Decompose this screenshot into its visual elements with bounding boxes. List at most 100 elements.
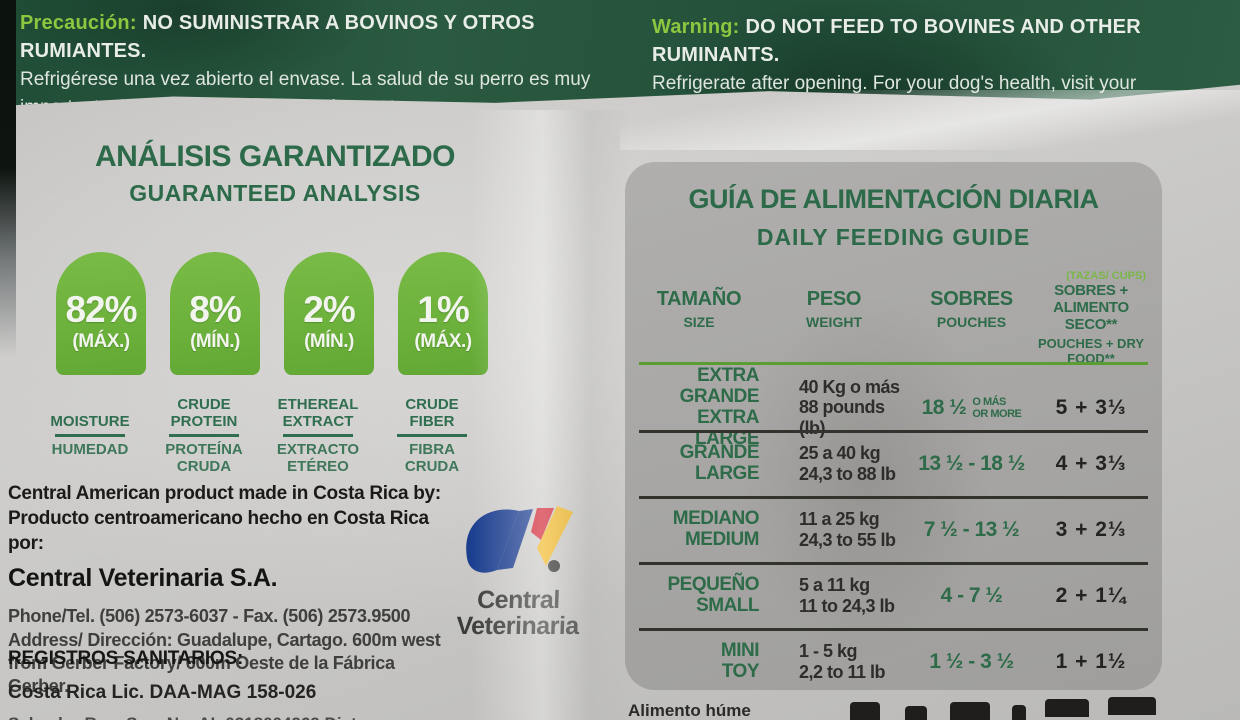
protein-label-en: CRUDE PROTEIN [170, 395, 238, 430]
warning-english-line2: veterinarian regularly. [652, 101, 834, 123]
feeding-guide-title-es: GUÍA DE ALIMENTACIÓN DIARIA [688, 184, 1099, 214]
column-weight: PESO WEIGHT [759, 270, 909, 366]
feeding-guide-title-en: DAILY FEEDING GUIDE [756, 224, 1031, 250]
feeding-guide-panel: GUÍA DE ALIMENTACIÓN DIARIA DAILY FEEDIN… [625, 162, 1162, 690]
ethereal-extract-label-en: ETHEREAL EXTRACT [277, 395, 359, 430]
row3-weight-imperial: 11 to 24,3 lb [799, 596, 895, 616]
column-size: TAMAÑO SIZE [639, 270, 759, 366]
row2-combo: 3 + 2⅓ [1055, 518, 1127, 541]
row-divider [639, 628, 1148, 631]
row2-size-es: MEDIANO [672, 508, 760, 530]
clipped-print-shape [905, 706, 927, 720]
column-combo-note: (TAZAS/ CUPS) [1066, 270, 1146, 282]
row0-weight-imperial: 88 pounds (lb) [799, 397, 885, 439]
nutrient-fiber: CRUDE FIBER FIBRA CRUDA [386, 380, 478, 476]
row3-size-en: SMALL [696, 595, 759, 616]
row1-size-en: LARGE [695, 463, 760, 484]
arch-protein: 8% (MÍN.) [170, 252, 260, 375]
column-pouches: SOBRES POUCHES [909, 270, 1034, 366]
table-row-large: GRANDE LARGE 25 a 40 kg 24,3 to 88 lb 13… [639, 432, 1148, 496]
precaucion-label: Precaución: [20, 12, 137, 34]
bottom-partial-text: Alimento húme [628, 701, 751, 720]
central-veterinaria-logo: Central Veterinaria [443, 500, 593, 640]
warning-label: Warning: [652, 16, 740, 38]
row1-size-es: GRANDE [679, 442, 760, 464]
row0-pouches-value: 18 ½ [921, 395, 967, 419]
analysis-title-en: GUARANTEED ANALYSIS [129, 180, 421, 206]
table-row-small: PEQUEÑO SMALL 5 a 11 kg 11 to 24,3 lb 4 … [639, 564, 1148, 628]
analysis-arches: 82% (MÁX.) 8% (MÍN.) 2% (MÍN.) 1% (MÁX.) [56, 252, 488, 375]
row4-weight-imperial: 2,2 to 11 lb [799, 662, 886, 682]
warning-spanish-headline: Precaución: NO SUMINISTRAR A BOVINOS Y OT… [20, 10, 605, 65]
arch-ethereal-extract: 2% (MÍN.) [284, 252, 374, 375]
row1-size: GRANDE LARGE [639, 442, 760, 485]
row0-weight-metric: 40 Kg o más [799, 376, 900, 397]
row-divider [639, 430, 1148, 433]
row1-weight-metric: 25 a 40 kg [799, 443, 881, 464]
costa-rica-license: Costa Rica Lic. DAA-MAG 158-026 [8, 682, 317, 703]
manufacturer-block: Central American product made in Costa R… [8, 481, 448, 699]
row4-size: MINI TOY [639, 640, 760, 683]
column-weight-en: WEIGHT [806, 314, 862, 330]
row4-size-en: TOY [721, 661, 760, 682]
clipped-print-shape [850, 702, 880, 720]
contact-block: Phone/Tel. (506) 2573-6037 - Fax. (506) … [8, 605, 448, 699]
row0-size-es: EXTRA GRANDE [679, 365, 760, 407]
address-line1: Address/ Dirección: Guadalupe, Cartago. … [8, 629, 441, 650]
protein-limit: (MÍN.) [190, 330, 240, 352]
protein-value: 8% [189, 288, 241, 330]
row-divider [639, 496, 1148, 499]
nutrient-labels: MOISTURE HUMEDAD CRUDE PROTEIN PROTEÍNA … [44, 380, 478, 476]
row2-pouches: 7 ½ - 13 ½ [923, 518, 1020, 541]
package-edge-shadow [0, 0, 16, 420]
cv-logo-line1: Central [476, 586, 561, 614]
row0-weight: 40 Kg o más 88 pounds (lb) [759, 377, 909, 439]
made-in-en: Central American product made in Costa R… [8, 483, 441, 504]
row2-size-en: MEDIUM [684, 529, 760, 550]
row0-pouches-note: O MÁS OR MORE [972, 395, 1022, 420]
warning-english-headline: Warning: DO NOT FEED TO BOVINES AND OTHER… [652, 14, 1237, 69]
column-combo: (TAZAS/ CUPS) SOBRES + ALIMENTO SECO** P… [1034, 270, 1148, 366]
arch-fiber: 1% (MÁX.) [398, 252, 488, 375]
row4-combo: 1 + 1½ [1055, 650, 1127, 673]
row2-size: MEDIANO MEDIUM [639, 508, 760, 551]
feeding-guide-header: TAMAÑO SIZE PESO WEIGHT SOBRES POUCHES (… [639, 270, 1148, 366]
column-weight-es: PESO [806, 288, 862, 310]
row4-size-es: MINI [720, 640, 760, 662]
nutrient-ethereal-extract: ETHEREAL EXTRACT EXTRACTO ETÉREO [272, 380, 364, 476]
column-size-es: TAMAÑO [656, 288, 742, 310]
warning-spanish-line1: Refrigérese una vez abierto el envase. L… [20, 69, 591, 91]
table-row-medium: MEDIANO MEDIUM 11 a 25 kg 24,3 to 55 lb … [639, 498, 1148, 562]
guaranteed-analysis-header: ANÁLISIS GARANTIZADO GUARANTEED ANALYSIS [40, 140, 510, 207]
row4-weight: 1 - 5 kg 2,2 to 11 lb [759, 641, 909, 682]
row3-weight: 5 a 11 kg 11 to 24,3 lb [759, 575, 909, 616]
divider [55, 434, 125, 437]
moisture-label-es: HUMEDAD [51, 441, 129, 458]
ethereal-extract-value: 2% [303, 288, 355, 330]
row1-pouches: 13 ½ - 18 ½ [918, 452, 1025, 475]
cv-logo-text: Central Veterinaria [442, 586, 594, 641]
row1-combo: 4 + 3⅓ [1055, 452, 1127, 475]
analysis-title-es: ANÁLISIS GARANTIZADO [95, 140, 456, 173]
warning-spanish-line2: importante, llévelo al veterinario regul… [20, 97, 411, 119]
clipped-print-shape [950, 702, 990, 720]
plastic-crease [620, 90, 1240, 150]
row-divider [639, 562, 1148, 565]
row0-pouches: 18 ½ O MÁS OR MORE [909, 396, 1034, 420]
moisture-label-en: MOISTURE [50, 412, 130, 430]
table-row-toy: MINI TOY 1 - 5 kg 2,2 to 11 lb 1 ½ - 3 ½… [639, 630, 1148, 690]
moisture-value: 82% [65, 288, 137, 330]
registrations-title: REGISTROS SANITARIOS: [8, 648, 244, 669]
nutrient-protein: CRUDE PROTEIN PROTEÍNA CRUDA [158, 380, 250, 476]
row3-weight-metric: 5 a 11 kg [799, 575, 870, 596]
column-combo-es: SOBRES + ALIMENTO SECO** [1053, 282, 1129, 333]
sanitary-registrations: REGISTROS SANITARIOS: Costa Rica Lic. DA… [8, 648, 488, 720]
row3-size-es: PEQUEÑO [667, 574, 759, 596]
header-divider [639, 362, 1148, 365]
address-line2: from Gerber Factory/ 600m Oeste de la Fá… [8, 653, 395, 697]
cv-logo-mark [466, 506, 573, 573]
row1-weight: 25 a 40 kg 24,3 to 88 lb [759, 443, 909, 484]
made-in-es: Producto centroamericano hecho en Costa … [8, 508, 429, 555]
cv-logo-line2: Veterinaria [455, 612, 580, 641]
clipped-print-shape [1108, 697, 1156, 715]
